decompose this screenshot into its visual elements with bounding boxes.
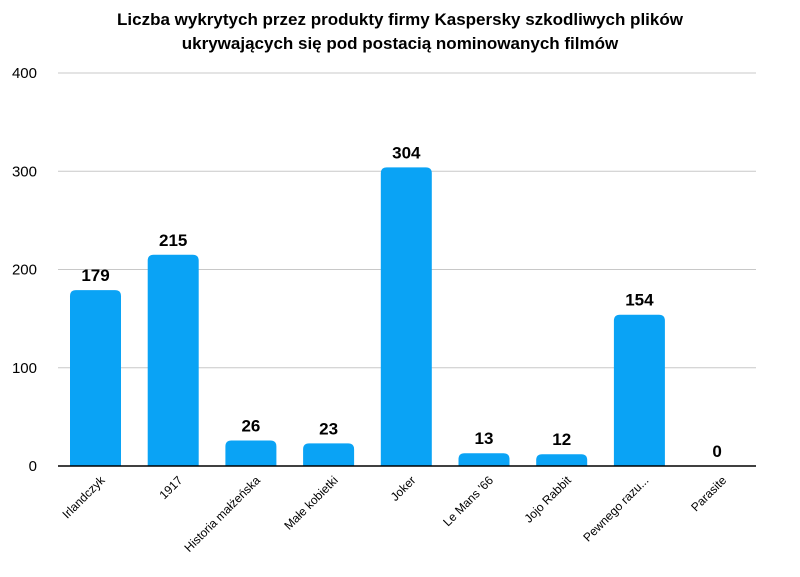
data-label: 215 [159, 231, 187, 250]
bar [613, 314, 665, 466]
y-tick-label: 0 [29, 458, 37, 475]
bar [225, 440, 277, 466]
data-label: 13 [475, 429, 494, 448]
x-tick-label: 1917 [157, 473, 186, 502]
data-label: 12 [552, 430, 571, 449]
x-tick-label: Jojo Rabbit [521, 473, 574, 526]
y-tick-label: 200 [12, 262, 37, 279]
data-label: 26 [241, 416, 260, 435]
x-tick-label: Małe kobietki [281, 473, 340, 532]
x-tick-label: Pewnego razu... [580, 473, 651, 544]
bar [380, 167, 432, 466]
data-label: 304 [392, 143, 421, 162]
chart-title-line-2: ukrywających się pod postacią nominowany… [181, 34, 619, 53]
y-tick-label: 100 [12, 360, 37, 377]
bar [303, 443, 355, 466]
chart-title: Liczba wykrytych przez produkty firmy Ka… [0, 8, 800, 56]
x-tick-label: Le Mans '66 [440, 473, 496, 529]
data-label: 154 [625, 291, 654, 310]
y-tick-label: 300 [12, 163, 37, 180]
bar [147, 254, 199, 466]
bar [458, 453, 510, 466]
data-label: 0 [712, 442, 721, 461]
y-tick-label: 400 [12, 65, 37, 82]
bar [536, 454, 588, 466]
bars [70, 167, 665, 466]
data-label: 23 [319, 419, 338, 438]
x-tick-label: Irlandczyk [60, 473, 109, 522]
x-tick-label: Joker [388, 473, 419, 504]
bar [70, 290, 121, 466]
x-tick-label: Historia małżeńska [181, 473, 263, 555]
data-label: 179 [81, 266, 109, 285]
chart-title-line-1: Liczba wykrytych przez produkty firmy Ka… [117, 10, 683, 29]
x-tick-label: Parasite [688, 473, 729, 514]
